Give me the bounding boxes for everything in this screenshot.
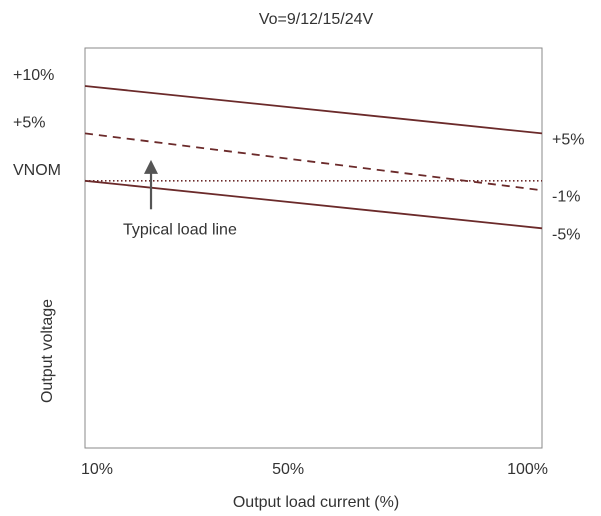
annotation-layer: Typical load line [123,159,237,238]
series-3-line-solid [84,179,543,230]
y-tick-label-left: VNOM [13,162,61,179]
annotation-arrow-head [144,159,159,174]
y-tick-label-right: +5% [552,131,584,148]
x-axis-label: Output load current (%) [233,494,399,511]
y-tick-label-right: -5% [552,226,580,243]
y-tick-label-left: +5% [13,114,45,131]
plot-frame [84,47,543,449]
y-tick-labels-right: +5% -1% -5% [552,131,584,243]
annotation-label: Typical load line [123,221,237,238]
y-axis-label: Output voltage [39,299,56,403]
chart-title: Vo=9/12/15/24V [259,11,374,28]
x-tick-labels: 10% 50% 100% [81,461,548,478]
y-tick-label-left: +10% [13,67,54,84]
x-tick-label: 100% [507,461,548,478]
x-tick-label: 50% [272,461,304,478]
series-2-line-dashed [84,132,543,192]
series-layer [84,85,543,230]
y-tick-label-right: -1% [552,188,580,205]
y-tick-labels-left: +10% +5% VNOM [13,67,61,179]
x-tick-label: 10% [81,461,113,478]
series-1-line-solid [84,85,543,135]
